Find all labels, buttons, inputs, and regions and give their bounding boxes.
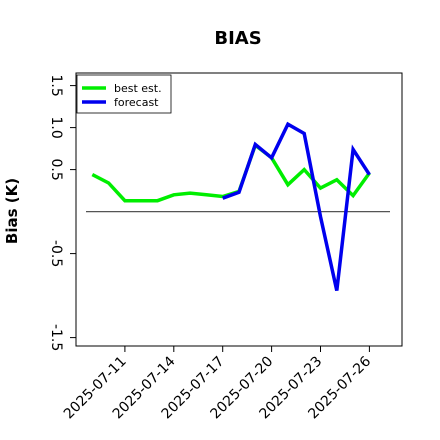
y-tick-label: -0.5: [48, 240, 64, 267]
legend-label: best est.: [114, 82, 162, 95]
plot-area: -1.5-0.50.51.01.52025-07-112025-07-14202…: [48, 72, 403, 422]
best-est-line: [91, 142, 371, 203]
y-axis-label: Bias (K): [3, 178, 21, 244]
chart-title: BIAS: [214, 28, 261, 49]
y-tick-label: 0.5: [48, 158, 64, 180]
y-tick-label: -1.5: [48, 324, 64, 351]
legend-box: [76, 74, 172, 114]
y-tick-label: 1.5: [48, 74, 64, 96]
y-tick-label: 1.0: [48, 116, 64, 138]
plot-frame: [75, 72, 403, 347]
legend: best est.forecast: [76, 74, 172, 114]
forecast-line: [222, 121, 371, 291]
legend-label: forecast: [114, 96, 159, 109]
